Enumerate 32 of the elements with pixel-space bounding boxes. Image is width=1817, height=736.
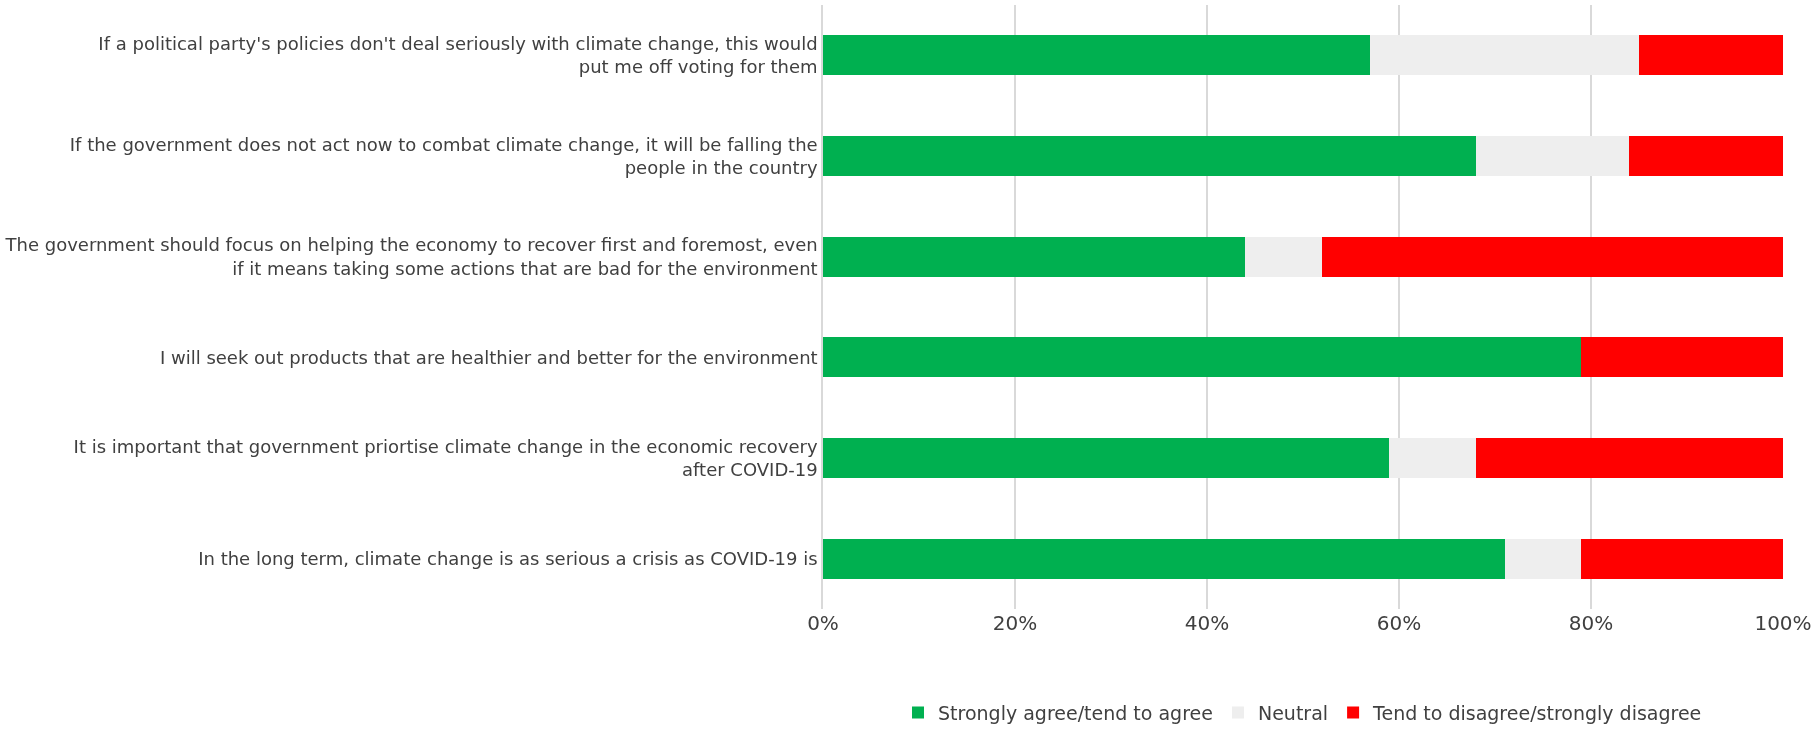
y-tick-label: I will seek out products that are healthier and better for the environment <box>159 346 818 368</box>
bar <box>823 236 1246 277</box>
bar <box>1245 236 1323 277</box>
bar <box>823 135 1476 177</box>
x-tick-label: 60% <box>1376 611 1422 635</box>
legend-label: Strongly agree/tend to agree <box>938 701 1213 724</box>
x-tick-label: 80% <box>1568 611 1614 635</box>
y-tick-label: It is important that government priortise climate change in the economic recovery after COVID-19 <box>73 435 818 480</box>
legend-label: Tend to disagree/strongly disagree <box>1372 701 1702 724</box>
bar <box>1629 135 1783 177</box>
y-tick-label: The government should focus on helping the economy to recover first and foremost, even if it means taking some actions that are bad for the environment <box>4 234 818 279</box>
bar <box>1475 437 1783 479</box>
x-tick-label: 20% <box>992 611 1038 635</box>
legend-label: Neutral <box>1257 701 1329 724</box>
y-tick-label: If a political party's policies don't deal seriously with climate change, this would put me off voting for them <box>98 32 818 78</box>
bar <box>1504 538 1582 579</box>
bar <box>1639 35 1783 76</box>
bar <box>823 437 1390 479</box>
bar <box>823 337 1582 378</box>
bar <box>823 35 1371 76</box>
bar <box>1475 135 1630 177</box>
bar <box>1370 35 1639 76</box>
bar <box>1322 236 1783 277</box>
bar <box>1581 337 1783 378</box>
bar <box>823 538 1505 579</box>
y-tick-label: In the long term, climate change is as serious a crisis as COVID-19 is <box>198 547 818 569</box>
bar <box>1581 538 1783 579</box>
bar <box>1389 437 1476 479</box>
y-tick-label: If the government does not act now to combat climate change, it will be falling the people in the country <box>69 133 818 178</box>
x-tick-label: 40% <box>1184 611 1230 635</box>
x-tick-label: 0% <box>807 611 839 635</box>
x-tick-label: 100% <box>1754 611 1812 635</box>
